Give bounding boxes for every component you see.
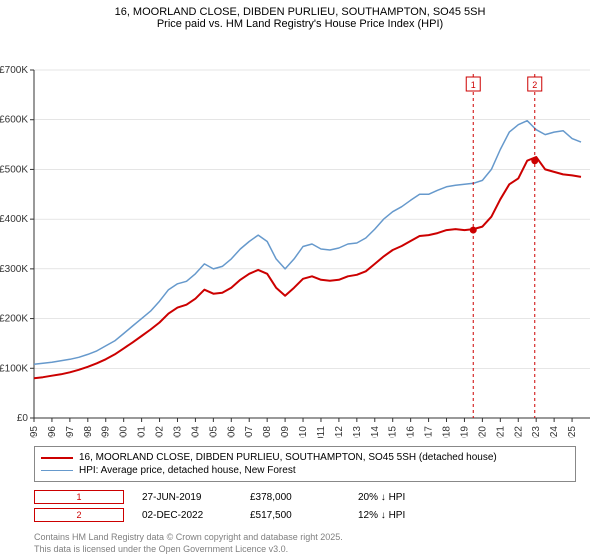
svg-text:2006: 2006 bbox=[226, 426, 237, 438]
svg-text:£300K: £300K bbox=[0, 264, 28, 275]
svg-text:£200K: £200K bbox=[0, 314, 28, 325]
svg-text:2009: 2009 bbox=[280, 426, 291, 438]
marker-table: 1 27-JUN-2019 £378,000 20% ↓ HPI 2 02-DE… bbox=[34, 488, 576, 524]
svg-text:2019: 2019 bbox=[459, 426, 470, 438]
svg-text:1996: 1996 bbox=[47, 426, 58, 438]
svg-text:2017: 2017 bbox=[424, 426, 435, 438]
svg-text:2014: 2014 bbox=[370, 426, 381, 438]
svg-text:2: 2 bbox=[532, 80, 537, 90]
svg-text:£100K: £100K bbox=[0, 363, 28, 374]
svg-text:2015: 2015 bbox=[388, 426, 399, 438]
marker-date: 02-DEC-2022 bbox=[142, 510, 232, 521]
svg-text:2016: 2016 bbox=[406, 426, 417, 438]
marker-price: £378,000 bbox=[250, 492, 340, 503]
svg-text:2023: 2023 bbox=[531, 426, 542, 438]
svg-text:2021: 2021 bbox=[495, 426, 506, 438]
svg-text:1998: 1998 bbox=[83, 426, 94, 438]
legend-swatch-icon bbox=[41, 457, 73, 459]
svg-text:2000: 2000 bbox=[119, 426, 130, 438]
svg-text:2018: 2018 bbox=[442, 426, 453, 438]
svg-text:£500K: £500K bbox=[0, 164, 28, 175]
svg-text:2005: 2005 bbox=[208, 426, 219, 438]
svg-text:2007: 2007 bbox=[244, 426, 255, 438]
svg-text:2024: 2024 bbox=[549, 426, 560, 438]
credits-line: Contains HM Land Registry data © Crown c… bbox=[34, 532, 576, 544]
svg-text:2013: 2013 bbox=[352, 426, 363, 438]
svg-text:2001: 2001 bbox=[137, 426, 148, 438]
svg-text:2020: 2020 bbox=[477, 426, 488, 438]
legend-item-hpi: HPI: Average price, detached house, New … bbox=[41, 464, 569, 477]
marker-row: 2 02-DEC-2022 £517,500 12% ↓ HPI bbox=[34, 506, 576, 524]
svg-text:2008: 2008 bbox=[262, 426, 273, 438]
svg-text:2011: 2011 bbox=[316, 426, 327, 438]
svg-text:1997: 1997 bbox=[65, 426, 76, 438]
chart-area: £0 £100K £200K £300K £400K £500K £600K £700K 199… bbox=[0, 32, 600, 438]
marker-row: 1 27-JUN-2019 £378,000 20% ↓ HPI bbox=[34, 488, 576, 506]
svg-text:2012: 2012 bbox=[334, 426, 345, 438]
credits: Contains HM Land Registry data © Crown c… bbox=[34, 532, 576, 555]
svg-text:2004: 2004 bbox=[190, 426, 201, 438]
svg-text:1999: 1999 bbox=[101, 426, 112, 438]
svg-text:£0: £0 bbox=[17, 413, 29, 424]
svg-text:£700K: £700K bbox=[0, 65, 28, 76]
svg-text:2025: 2025 bbox=[567, 426, 578, 438]
marker-number-box: 2 bbox=[34, 508, 124, 522]
svg-text:£600K: £600K bbox=[0, 115, 28, 126]
svg-text:2022: 2022 bbox=[513, 426, 524, 438]
legend-item-property: 16, MOORLAND CLOSE, DIBDEN PURLIEU, SOUT… bbox=[41, 451, 569, 464]
legend: 16, MOORLAND CLOSE, DIBDEN PURLIEU, SOUT… bbox=[34, 446, 576, 482]
svg-text:2003: 2003 bbox=[172, 426, 183, 438]
chart-title-main: 16, MOORLAND CLOSE, DIBDEN PURLIEU, SOUT… bbox=[4, 6, 596, 18]
legend-label: 16, MOORLAND CLOSE, DIBDEN PURLIEU, SOUT… bbox=[79, 452, 497, 463]
legend-swatch-icon bbox=[41, 470, 73, 471]
chart-title-sub: Price paid vs. HM Land Registry's House … bbox=[4, 18, 596, 30]
svg-text:£400K: £400K bbox=[0, 214, 28, 225]
marker-price: £517,500 bbox=[250, 510, 340, 521]
credits-line: This data is licensed under the Open Gov… bbox=[34, 544, 576, 556]
marker-delta: 12% ↓ HPI bbox=[358, 510, 448, 521]
marker-number-box: 1 bbox=[34, 490, 124, 504]
legend-label: HPI: Average price, detached house, New … bbox=[79, 465, 296, 476]
marker-date: 27-JUN-2019 bbox=[142, 492, 232, 503]
svg-text:2010: 2010 bbox=[298, 426, 309, 438]
svg-text:1995: 1995 bbox=[29, 426, 40, 438]
svg-text:2002: 2002 bbox=[155, 426, 166, 438]
svg-text:1: 1 bbox=[471, 80, 476, 90]
marker-delta: 20% ↓ HPI bbox=[358, 492, 448, 503]
